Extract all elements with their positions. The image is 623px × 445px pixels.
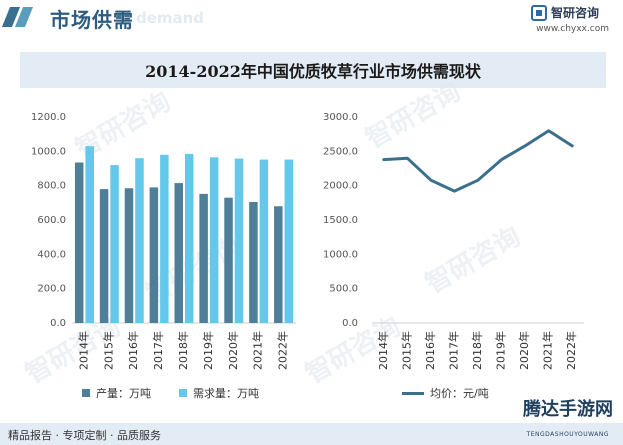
footer-brand-sub: TENGDASHOUYOUWANG <box>526 431 609 438</box>
x-tick-label: 2014年 <box>376 331 390 370</box>
x-tick-label: 2018年 <box>470 331 484 370</box>
x-tick-label: 2020年 <box>517 331 531 370</box>
bar-output <box>274 206 283 323</box>
point-price <box>453 190 455 192</box>
y-tick-label: 800.0 <box>37 181 66 192</box>
x-tick-label: 2022年 <box>564 331 578 370</box>
y-tick-label: 1000.0 <box>323 249 358 260</box>
point-price <box>524 145 526 147</box>
bar-demand <box>209 157 219 323</box>
y-tick-label: 1000.0 <box>31 146 66 157</box>
bar-chart: 1200.0 1000.0 800.0 600.0 400.0 200.0 0.0 2014年… <box>31 112 296 370</box>
footer-brand: 腾达手游网 <box>523 399 613 420</box>
y-tick-label: 0.0 <box>342 318 358 329</box>
y-tick-label: 3000.0 <box>323 112 358 123</box>
y-tick-label: 200.0 <box>37 284 66 295</box>
legend-label-demand: 需求量：万吨 <box>193 387 259 400</box>
point-price <box>477 179 479 181</box>
bar-output <box>74 162 84 323</box>
page-header: d demand 市场供需 智研咨询 www.chyxx.com <box>0 0 623 40</box>
bar-output <box>224 197 233 323</box>
bar-legend: 产量：万吨 需求量：万吨 <box>82 385 259 401</box>
line-price <box>382 129 574 193</box>
chart-title: 2014-2022年中国优质牧草行业市场供需现状 <box>145 62 481 81</box>
y-tick-label: 500.0 <box>329 284 358 295</box>
line-chart: 3000.0 2500.0 2000.0 1500.0 1000.0 500.0 0.0 20… <box>323 112 584 370</box>
bar-output <box>124 188 134 323</box>
point-price <box>406 157 408 159</box>
bar-demand <box>110 165 119 323</box>
x-tick-label: 2019年 <box>494 331 508 370</box>
legend-line-price <box>402 391 424 395</box>
logo-icon <box>530 4 547 21</box>
bar-demand <box>160 154 169 323</box>
header-title: 市场供需 <box>50 8 134 32</box>
bar-output <box>199 193 208 323</box>
bar-demand <box>135 158 144 323</box>
bar-demand <box>259 159 269 323</box>
legend-label-output: 产量：万吨 <box>96 387 151 400</box>
x-tick-label: 2022年 <box>276 331 290 370</box>
header-ghost-text: d demand <box>120 9 205 27</box>
point-price <box>430 179 432 181</box>
x-tick-label: 2016年 <box>126 331 140 370</box>
x-tick-label: 2015年 <box>101 331 115 370</box>
legend-swatch-demand <box>179 389 187 397</box>
brand-logo[interactable]: 智研咨询 <box>530 4 599 21</box>
y-tick-label: 1500.0 <box>323 215 358 226</box>
y-tick-label: 1200.0 <box>31 112 66 123</box>
bar-output <box>249 201 258 323</box>
bar-output <box>99 189 109 323</box>
legend-swatch-output <box>82 389 90 397</box>
x-tick-label: 2018年 <box>176 331 190 370</box>
chart-title-band: 2014-2022年中国优质牧草行业市场供需现状 <box>20 52 606 88</box>
x-tick-label: 2014年 <box>76 331 90 370</box>
bar-output <box>174 183 183 323</box>
x-tick-label: 2019年 <box>201 331 215 370</box>
point-price <box>501 159 503 161</box>
page-footer: 精品报告 · 专项定制 · 品质服务 腾达手游网 TENGDASHOUYOUWA… <box>0 399 623 445</box>
bar-demand <box>234 158 244 323</box>
legend-label-price: 均价：元/吨 <box>430 387 489 400</box>
bar-demand <box>185 153 194 323</box>
x-tick-label: 2021年 <box>541 331 555 370</box>
x-tick-label: 2017年 <box>446 331 460 370</box>
y-tick-label: 600.0 <box>37 215 66 226</box>
x-tick-label: 2021年 <box>251 331 265 370</box>
x-tick-label: 2016年 <box>423 331 437 370</box>
bar-demand <box>85 146 94 323</box>
logo-text: 智研咨询 <box>550 6 599 20</box>
y-tick-label: 2500.0 <box>323 146 358 157</box>
x-tick-label: 2020年 <box>226 331 240 370</box>
point-price <box>383 159 385 161</box>
logo-url[interactable]: www.chyxx.com <box>536 24 609 34</box>
x-tick-label: 2015年 <box>399 331 413 370</box>
bar-demand <box>284 159 294 323</box>
y-tick-label: 2000.0 <box>323 181 358 192</box>
line-legend: 均价：元/吨 <box>402 385 489 401</box>
x-tick-label: 2017年 <box>151 331 165 370</box>
y-tick-label: 400.0 <box>37 249 66 260</box>
footer-text: 精品报告 · 专项定制 · 品质服务 <box>8 429 161 442</box>
y-tick-label: 0.0 <box>50 318 66 329</box>
bar-output <box>149 187 159 323</box>
point-price <box>571 145 573 147</box>
point-price <box>548 130 550 132</box>
